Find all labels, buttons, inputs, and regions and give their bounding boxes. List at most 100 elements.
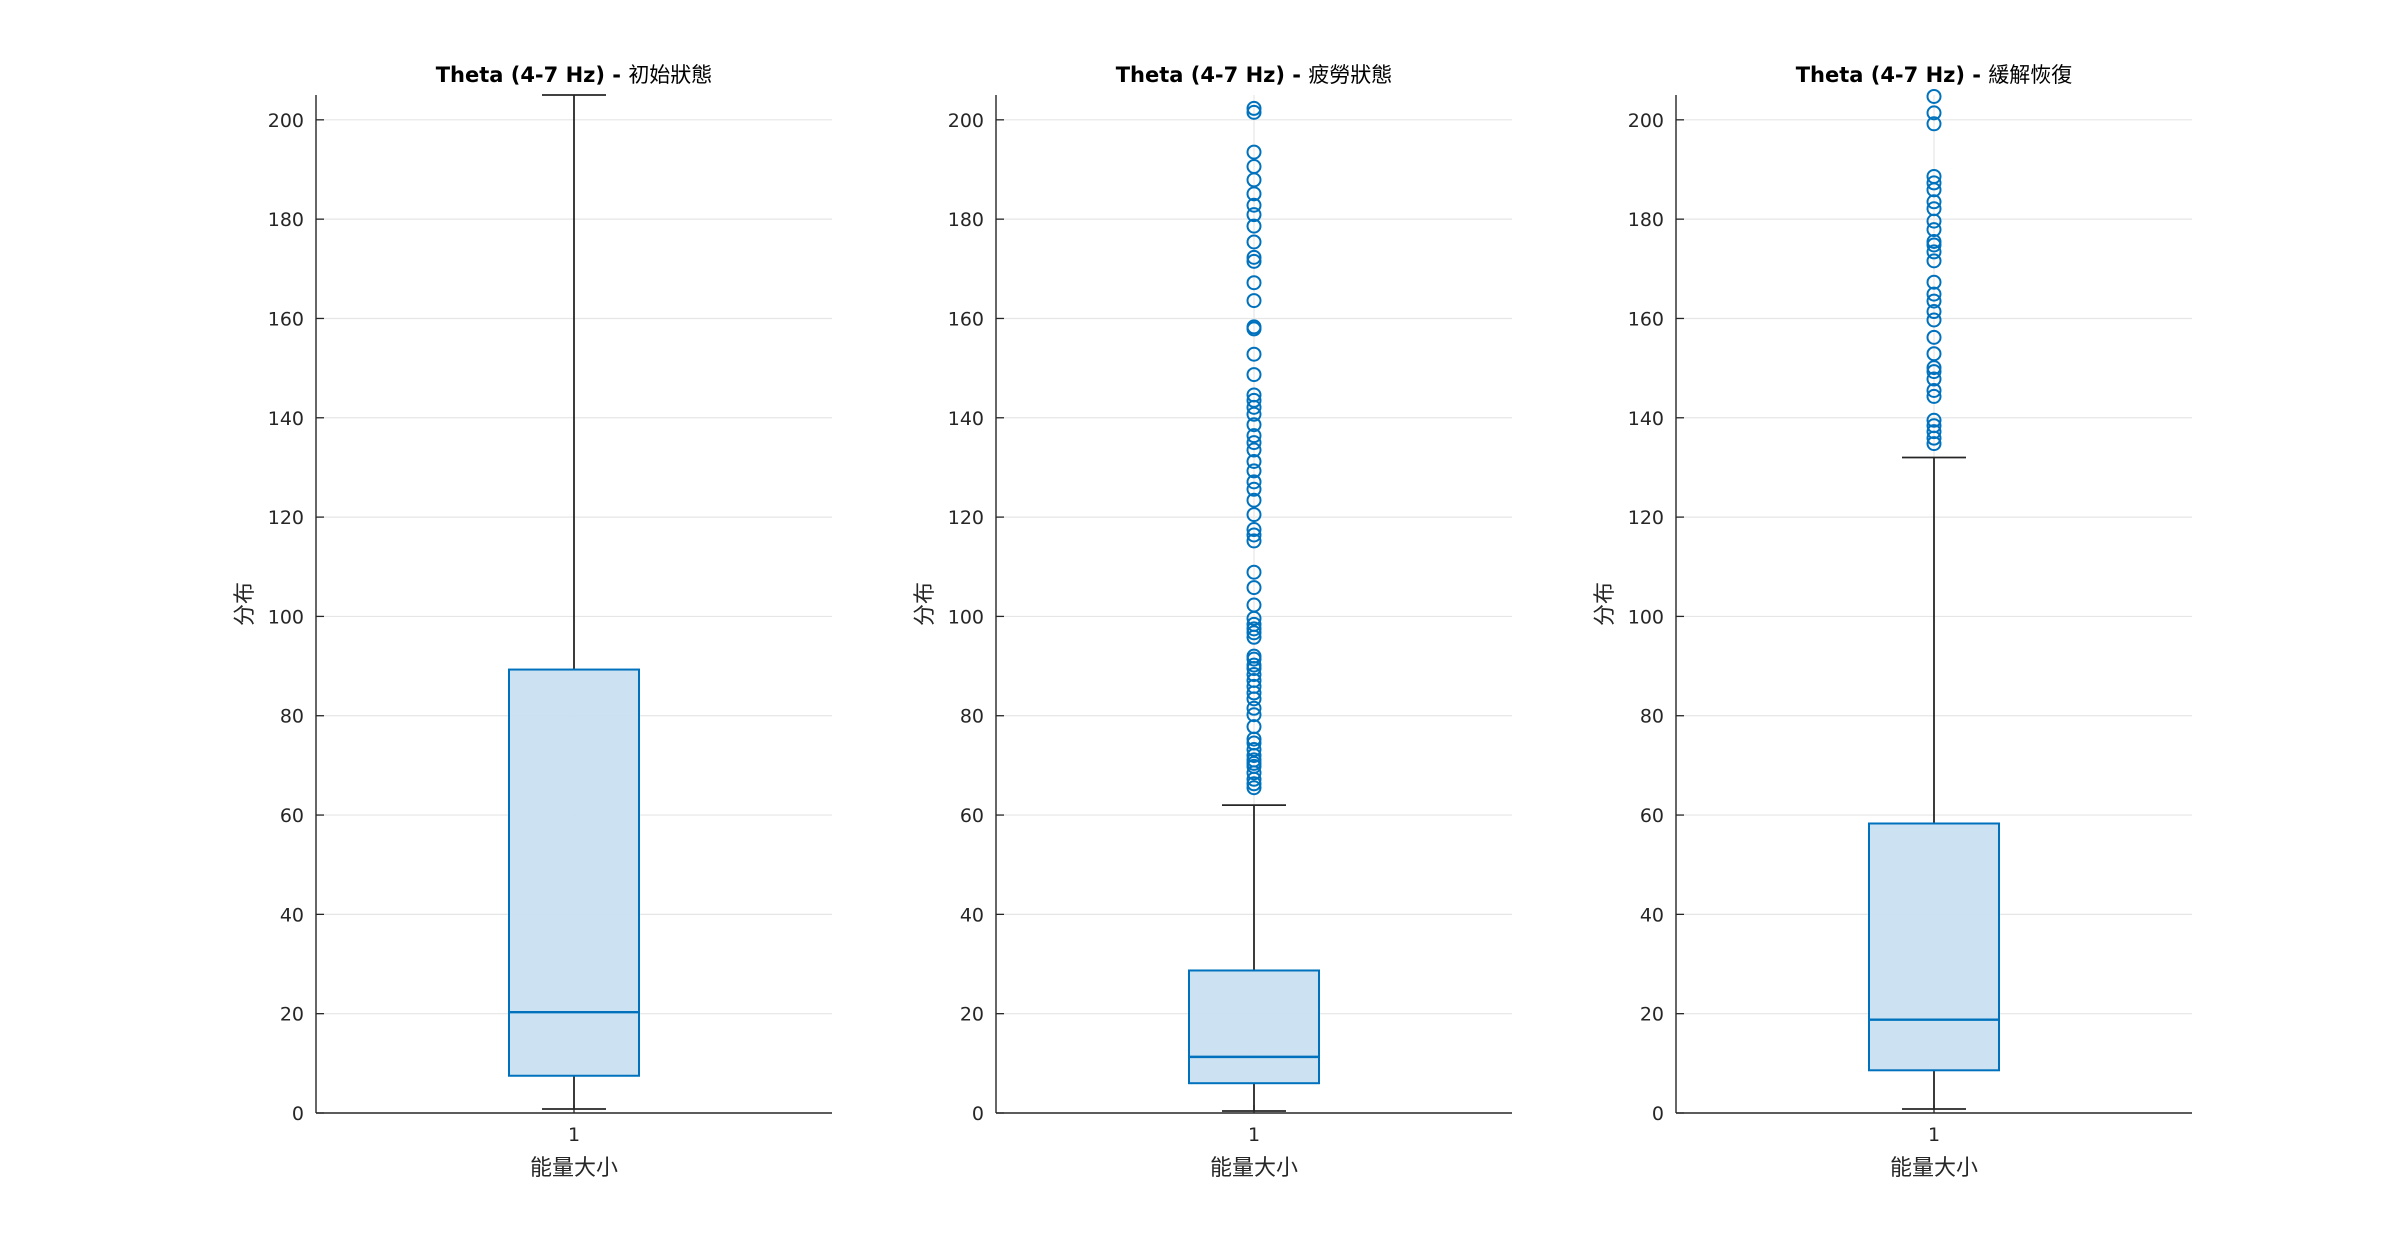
y-tick-label: 80 <box>960 706 984 728</box>
subplot-title: Theta (4-7 Hz) - 疲勞狀態 <box>1116 63 1393 87</box>
outlier-point <box>1246 492 1262 508</box>
y-tick-label: 120 <box>1628 507 1664 529</box>
y-tick-label: 60 <box>280 805 304 827</box>
y-tick-label: 180 <box>268 209 304 231</box>
outlier-point <box>1246 207 1262 223</box>
x-tick-label: 1 <box>1248 1124 1260 1146</box>
outlier-point <box>1246 218 1262 234</box>
y-tick-label: 80 <box>280 706 304 728</box>
outlier-point <box>1246 741 1262 757</box>
outlier-point <box>1926 168 1942 184</box>
x-axis-label: 能量大小 <box>530 1156 618 1181</box>
outlier-point <box>1246 533 1262 549</box>
outlier-point <box>1926 371 1942 387</box>
y-tick-label: 20 <box>1640 1004 1664 1026</box>
subplot-fatigue-state: 0 20 40 60 80 100 120 140 160 180 200 1 Theta (4-7… <box>913 63 1512 1181</box>
outlier-point <box>1246 522 1262 538</box>
outlier-point <box>1926 201 1942 217</box>
axes <box>1675 95 2192 1114</box>
subplot-title: Theta (4-7 Hz) - 緩解恢復 <box>1796 63 2073 87</box>
y-tick-label: 0 <box>972 1103 984 1125</box>
y-tick-labels: 0 20 40 60 80 100 120 140 160 180 200 <box>268 110 304 1125</box>
outlier-point <box>1246 657 1262 673</box>
y-tick-label: 140 <box>1628 408 1664 430</box>
outlier-point <box>1246 104 1262 120</box>
box-iqr <box>1868 822 2000 1072</box>
outlier-point <box>1926 388 1942 404</box>
outlier-point <box>1926 329 1942 345</box>
outlier-point <box>1246 234 1262 250</box>
x-axis-label: 能量大小 <box>1890 1156 1978 1181</box>
subplot-initial-state: 0 20 40 60 80 100 120 140 160 180 200 1 Theta (4-7… <box>233 63 832 1181</box>
outlier-point <box>1926 436 1942 452</box>
y-tick-label: 60 <box>960 805 984 827</box>
outlier-point <box>1926 286 1942 302</box>
outlier-point <box>1246 367 1262 383</box>
outlier-point <box>1246 735 1262 751</box>
outlier-point <box>1246 144 1262 160</box>
title-bold-part: Theta (4-7 Hz) - <box>436 63 629 87</box>
outlier-point <box>1926 88 1942 104</box>
box-iqr <box>508 668 640 1077</box>
outlier-point <box>1246 580 1262 596</box>
outlier-point <box>1926 418 1942 434</box>
outlier-point <box>1246 776 1262 792</box>
y-tick-labels: 0 20 40 60 80 100 120 140 160 180 200 <box>948 110 984 1125</box>
title-state-part: 緩解恢復 <box>1988 63 2072 87</box>
y-tick-label: 40 <box>960 904 984 926</box>
box-iqr <box>1188 969 1320 1085</box>
outlier-point <box>1246 346 1262 362</box>
outlier-point <box>1926 194 1942 210</box>
boxplot <box>508 94 640 1110</box>
outlier-point <box>1926 116 1942 132</box>
y-tick-label: 100 <box>948 606 984 628</box>
outlier-point <box>1926 175 1942 191</box>
y-axis-label: 分布 <box>233 582 258 626</box>
y-tick-label: 200 <box>948 110 984 132</box>
y-tick-label: 0 <box>292 1103 304 1125</box>
outlier-point <box>1246 253 1262 269</box>
outlier-point <box>1246 707 1262 723</box>
outlier-point <box>1246 275 1262 291</box>
outlier-point <box>1926 233 1942 249</box>
outlier-point <box>1246 417 1262 433</box>
y-tick-label: 60 <box>1640 805 1664 827</box>
y-tick-label: 160 <box>268 308 304 330</box>
outlier-point <box>1246 700 1262 716</box>
y-tick-label: 100 <box>1628 606 1664 628</box>
outlier-point <box>1246 507 1262 523</box>
outlier-point <box>1246 719 1262 735</box>
y-tick-label: 40 <box>280 904 304 926</box>
outlier-point <box>1246 319 1262 335</box>
outlier-point <box>1246 678 1262 694</box>
outlier-point <box>1246 100 1262 116</box>
y-tick-label: 160 <box>948 308 984 330</box>
outlier-point <box>1246 435 1262 451</box>
outlier-point <box>1926 412 1942 428</box>
y-tick-label: 180 <box>948 209 984 231</box>
outlier-point <box>1926 105 1942 121</box>
y-tick-label: 40 <box>1640 904 1664 926</box>
outlier-point <box>1246 667 1262 683</box>
y-tick-labels: 0 20 40 60 80 100 120 140 160 180 200 <box>1628 110 1664 1125</box>
y-tick-label: 140 <box>948 408 984 430</box>
y-tick-label: 0 <box>1652 1103 1664 1125</box>
outlier-point <box>1926 382 1942 398</box>
boxplot <box>1868 88 2000 1110</box>
outlier-point <box>1246 527 1262 543</box>
axes <box>315 95 832 1114</box>
outlier-point <box>1246 621 1262 637</box>
title-state-part: 初始狀態 <box>628 63 712 87</box>
outlier-point <box>1246 442 1262 458</box>
outlier-point <box>1926 293 1942 309</box>
outlier-point <box>1926 424 1942 440</box>
outlier-point <box>1246 648 1262 664</box>
boxplot <box>1188 100 1320 1112</box>
y-tick-label: 80 <box>1640 706 1664 728</box>
y-tick-label: 180 <box>1628 209 1664 231</box>
title-state-part: 疲勞狀態 <box>1308 63 1392 87</box>
outlier-point <box>1926 253 1942 269</box>
x-tick-label: 1 <box>1928 1124 1940 1146</box>
y-tick-label: 100 <box>268 606 304 628</box>
